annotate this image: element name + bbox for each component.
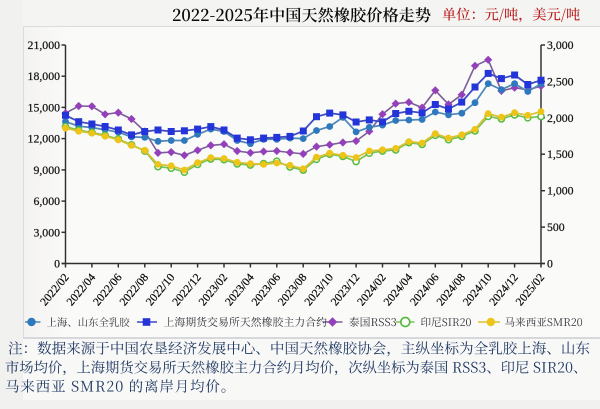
svg-text:1,500: 1,500: [547, 147, 574, 161]
svg-text:0: 0: [54, 257, 60, 271]
svg-text:6,000: 6,000: [33, 194, 60, 208]
svg-text:2,000: 2,000: [547, 111, 574, 125]
svg-text:500: 500: [547, 220, 565, 234]
svg-text:0: 0: [547, 257, 553, 271]
svg-text:21,000: 21,000: [28, 38, 61, 52]
svg-text:2,500: 2,500: [547, 74, 574, 88]
svg-text:3,000: 3,000: [547, 38, 574, 52]
svg-text:9,000: 9,000: [33, 163, 60, 177]
svg-text:3,000: 3,000: [33, 225, 60, 239]
svg-text:12,000: 12,000: [28, 132, 61, 146]
svg-text:15,000: 15,000: [28, 100, 61, 114]
svg-text:18,000: 18,000: [28, 69, 61, 83]
svg-text:1,000: 1,000: [547, 184, 574, 198]
svg-text:2025/02: 2025/02: [514, 272, 548, 309]
